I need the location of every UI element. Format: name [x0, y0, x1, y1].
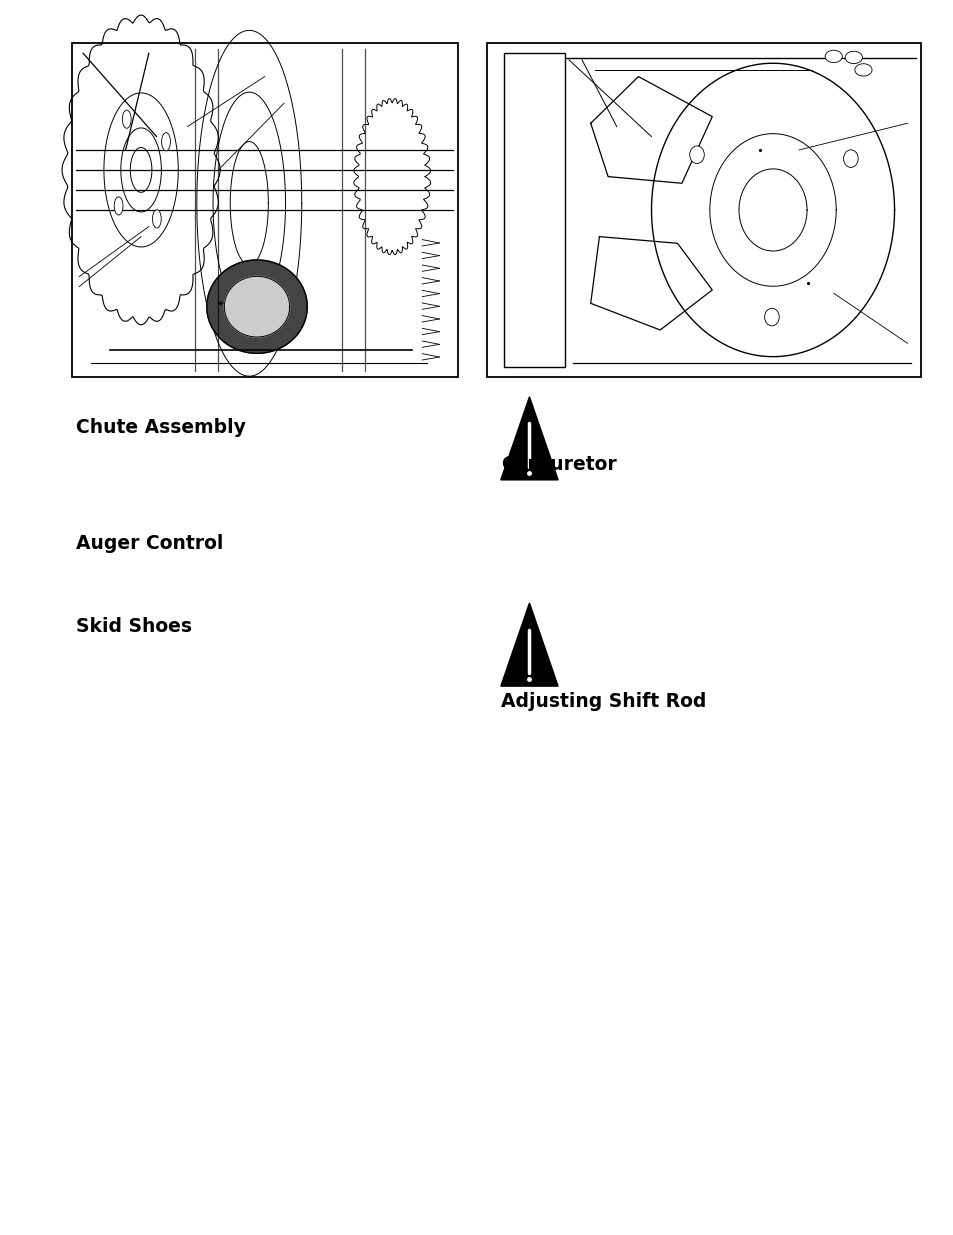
Ellipse shape — [844, 52, 862, 64]
Polygon shape — [500, 603, 558, 687]
Bar — [503, 53, 564, 367]
Ellipse shape — [161, 132, 171, 151]
Text: Adjusting Shift Rod: Adjusting Shift Rod — [500, 692, 705, 711]
Ellipse shape — [689, 146, 703, 163]
Ellipse shape — [854, 64, 871, 77]
Bar — [71, 43, 457, 377]
Polygon shape — [224, 277, 290, 337]
Ellipse shape — [824, 51, 841, 63]
Text: Chute Assembly: Chute Assembly — [76, 417, 246, 437]
Polygon shape — [500, 396, 558, 480]
Text: Skid Shoes: Skid Shoes — [76, 616, 193, 636]
Polygon shape — [207, 261, 307, 353]
Text: Auger Control: Auger Control — [76, 534, 223, 553]
Bar — [486, 43, 920, 377]
Ellipse shape — [842, 149, 858, 168]
Ellipse shape — [114, 196, 123, 215]
Ellipse shape — [764, 309, 779, 326]
Ellipse shape — [152, 210, 161, 228]
Text: Carburetor: Carburetor — [500, 454, 616, 474]
Ellipse shape — [122, 110, 131, 128]
